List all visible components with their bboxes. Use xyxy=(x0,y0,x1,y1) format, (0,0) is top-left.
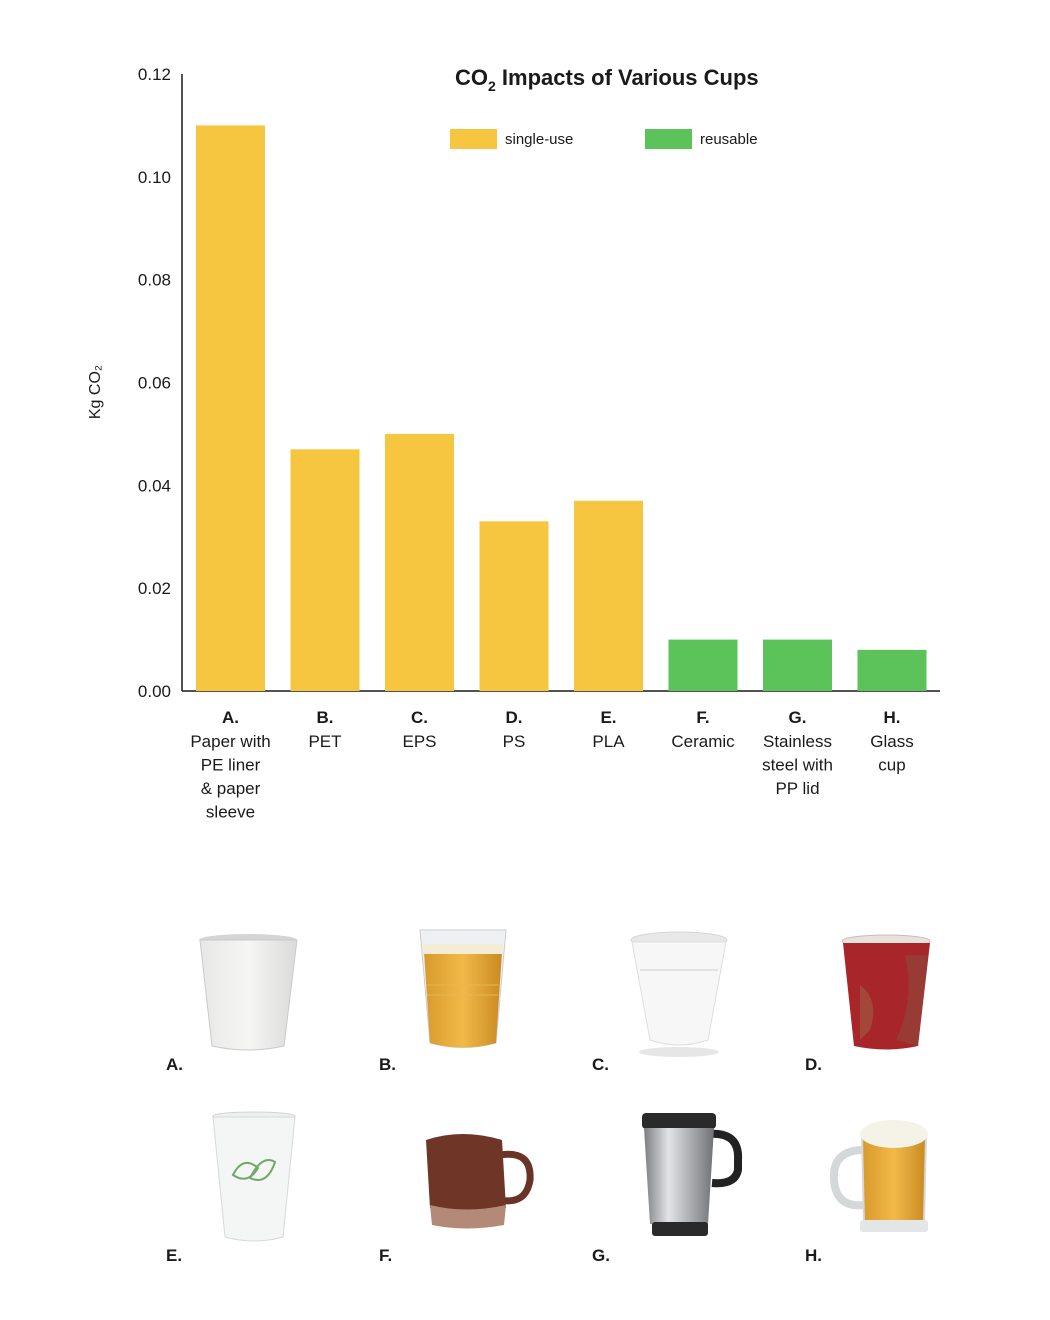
co2-bar-chart: CO2 Impacts of Various Cups single-use re… xyxy=(87,65,940,822)
x-category-name: PET xyxy=(308,732,341,751)
x-category-name: PE liner xyxy=(201,756,261,775)
bars xyxy=(196,125,927,691)
bar-a xyxy=(196,125,265,691)
legend: single-use reusable xyxy=(450,129,758,149)
x-category-letter: B. xyxy=(317,708,334,727)
bar-d xyxy=(479,521,549,691)
chart-title-subscript: 2 xyxy=(488,78,496,94)
pet-cup-icon xyxy=(419,929,507,1048)
x-category-name: PS xyxy=(503,732,526,751)
legend-swatch-singleuse xyxy=(450,129,497,149)
glass-beer-mug-icon xyxy=(829,1120,928,1232)
cup-label-h: H. xyxy=(805,1246,822,1265)
ceramic-mug-icon xyxy=(426,1134,534,1229)
x-category-name: Stainless xyxy=(763,732,832,751)
x-category-letter: F. xyxy=(696,708,709,727)
x-category-name: steel with xyxy=(762,756,833,775)
x-category-letter: E. xyxy=(600,708,616,727)
x-category-letter: C. xyxy=(411,708,428,727)
x-category-letter: A. xyxy=(222,708,239,727)
chart-title-rest: Impacts of Various Cups xyxy=(496,65,759,90)
y-tick-label: 0.10 xyxy=(138,168,171,187)
svg-text:CO2 Impacts of Various Cups: CO2 Impacts of Various Cups xyxy=(455,65,759,94)
y-tick-label: 0.00 xyxy=(138,682,171,701)
cup-label-d: D. xyxy=(805,1055,822,1074)
x-category-name: PP lid xyxy=(775,779,819,798)
x-category-letter: H. xyxy=(884,708,901,727)
x-category-name: Ceramic xyxy=(671,732,735,751)
bar-g xyxy=(763,639,832,691)
y-tick-label: 0.04 xyxy=(138,476,171,495)
bar-h xyxy=(857,649,927,691)
y-tick-label: 0.12 xyxy=(138,65,171,84)
cup-label-e: E. xyxy=(166,1246,183,1265)
cup-label-a: A. xyxy=(166,1055,183,1074)
x-category-name: cup xyxy=(878,756,905,775)
x-category-name: PLA xyxy=(592,732,625,751)
x-category-name: EPS xyxy=(402,732,436,751)
bar-c xyxy=(385,433,454,691)
x-category-name: sleeve xyxy=(206,803,255,822)
bar-b xyxy=(290,449,360,691)
x-category-name: & paper xyxy=(201,779,261,798)
x-category-name: Glass xyxy=(870,732,913,751)
cup-label-b: B. xyxy=(379,1055,396,1074)
y-tick-label: 0.02 xyxy=(138,579,171,598)
ps-cup-icon xyxy=(841,934,931,1050)
paper-cup-icon xyxy=(199,934,298,1051)
y-tick-label: 0.08 xyxy=(138,271,171,290)
legend-label: reusable xyxy=(700,131,758,148)
y-tick-label: 0.06 xyxy=(138,374,171,393)
steel-travel-mug-icon xyxy=(642,1113,743,1236)
legend-swatch-reusable xyxy=(645,129,692,149)
x-category-letter: G. xyxy=(789,708,807,727)
cup-label-c: C. xyxy=(592,1055,609,1074)
legend-label: single-use xyxy=(505,131,573,148)
y-axis-label: Kg CO₂ xyxy=(87,365,104,419)
x-axis-labels: A. Paper with PE liner & paper sleeve B. PET C.… xyxy=(190,708,913,822)
bar-e xyxy=(574,500,643,691)
chart-title: CO2 Impacts of Various Cups xyxy=(455,65,759,94)
chart-title-main: CO xyxy=(455,65,488,90)
cup-label-g: G. xyxy=(592,1246,610,1265)
pla-cup-icon xyxy=(212,1111,296,1242)
x-category-name: Paper with xyxy=(190,732,270,751)
cup-label-f: F. xyxy=(379,1246,393,1265)
foam-cup-icon xyxy=(630,931,728,1057)
bar-f xyxy=(668,639,738,691)
x-category-letter: D. xyxy=(506,708,523,727)
